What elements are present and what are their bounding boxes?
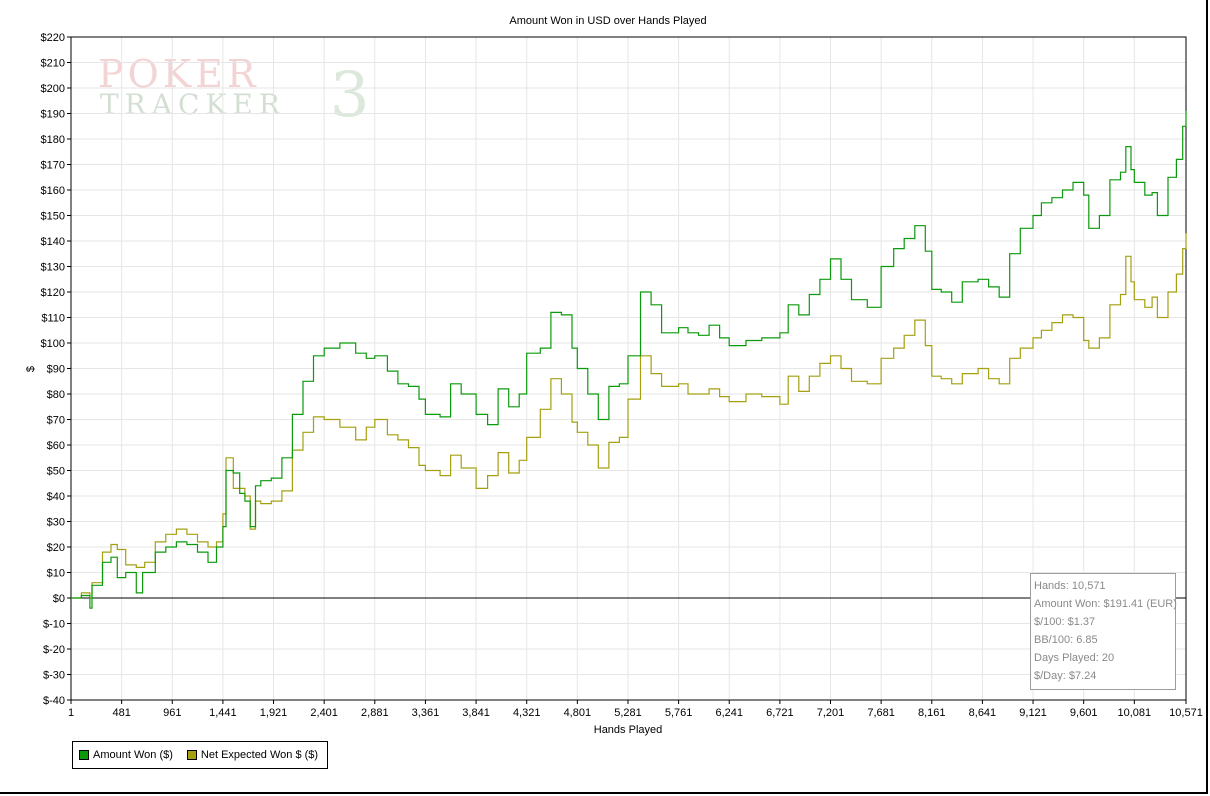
y-tick-label: $100 [41, 338, 65, 350]
x-tick-label: 4,321 [513, 707, 541, 719]
y-tick-label: $110 [41, 313, 65, 325]
x-tick-label: 8,161 [918, 707, 946, 719]
stat-days-played: Days Played: 20 [1034, 652, 1115, 664]
y-tick-label: $170 [41, 160, 65, 172]
y-tick-label: $130 [41, 262, 65, 274]
x-tick-label: 3,361 [412, 707, 440, 719]
x-tick-label: 6,721 [766, 707, 794, 719]
y-tick-label: $210 [41, 58, 65, 70]
y-tick-label: $140 [41, 236, 65, 248]
x-tick-label: 3,841 [462, 707, 490, 719]
series-line-net-expected-won [71, 233, 1187, 599]
y-tick-label: $200 [41, 83, 65, 95]
y-tick-label: $70 [47, 415, 65, 427]
stat-per-day: $/Day: $7.24 [1034, 670, 1097, 682]
stat-amount-won: Amount Won: $191.41 (EUR) [1034, 598, 1177, 610]
legend-swatch-amount-won [79, 750, 89, 760]
x-tick-label: 2,401 [310, 707, 338, 719]
x-tick-label: 6,241 [715, 707, 743, 719]
y-tick-label: $40 [47, 491, 65, 503]
legend-label-amount-won: Amount Won ($) [93, 749, 173, 761]
y-tick-label: $180 [41, 134, 65, 146]
series-line-amount-won [71, 111, 1187, 609]
x-tick-label: 2,881 [361, 707, 389, 719]
y-tick-label: $50 [47, 466, 65, 478]
y-tick-label: $120 [41, 287, 65, 299]
x-tick-label: 481 [112, 707, 130, 719]
stat-per-100: $/100: $1.37 [1034, 616, 1096, 628]
grid-lines [70, 36, 1187, 701]
y-tick-label: $-20 [43, 644, 65, 656]
y-tick-label: $60 [47, 440, 65, 452]
x-tick-label: 10,081 [1117, 707, 1151, 719]
stat-hands: Hands: 10,571 [1034, 580, 1106, 592]
legend-item-amount-won: Amount Won ($) [79, 749, 173, 761]
x-tick-labels: 1 481 961 1,441 1,921 2,401 2,881 3,361 3,841 4,3… [68, 707, 1203, 719]
y-tick-labels: $220 $210 $200 $190 $180 $170 $160 $150 $140 $130… [41, 32, 65, 707]
x-tick-label: 9,601 [1070, 707, 1098, 719]
legend-swatch-net-expected-won [186, 750, 197, 760]
y-tick-label: $10 [47, 568, 65, 580]
chart-title: Amount Won in USD over Hands Played [509, 15, 706, 27]
x-tick-label: 5,281 [614, 707, 642, 719]
x-axis-label: Hands Played [594, 724, 663, 736]
y-tick-label: $160 [41, 185, 65, 197]
y-tick-label: $150 [41, 211, 65, 223]
plot-border [70, 36, 1187, 701]
x-tick-label: 7,201 [817, 707, 845, 719]
x-tick-label: 4,801 [564, 707, 592, 719]
x-tick-label: 1,921 [260, 707, 288, 719]
x-tick-label: 8,641 [969, 707, 997, 719]
chart-legend: Amount Won ($) Net Expected Won $ ($) [72, 741, 328, 769]
series-lines [71, 111, 1187, 609]
y-tick-label: $0 [53, 593, 65, 605]
x-tick-label: 1 [68, 707, 74, 719]
x-tick-label: 9,121 [1019, 707, 1047, 719]
x-tick-label: 1,441 [209, 707, 237, 719]
y-tick-label: $-30 [43, 670, 65, 682]
y-tick-label: $20 [47, 542, 65, 554]
y-tick-label: $30 [47, 517, 65, 529]
y-tick-label: $190 [41, 109, 65, 121]
y-tick-label: $90 [47, 364, 65, 376]
axes [67, 36, 1187, 704]
x-tick-label: 7,681 [867, 707, 895, 719]
x-tick-label: 10,571 [1169, 707, 1203, 719]
y-tick-label: $80 [47, 389, 65, 401]
legend-item-net-expected-won: Net Expected Won $ ($) [186, 749, 319, 761]
y-tick-label: $220 [41, 32, 65, 44]
x-tick-label: 961 [163, 707, 181, 719]
stats-summary-box: Hands: 10,571 Amount Won: $191.41 (EUR) … [1030, 573, 1177, 690]
y-axis-label: $ [25, 366, 37, 372]
y-tick-label: $-40 [43, 695, 65, 707]
legend-label-net-expected-won: Net Expected Won $ ($) [200, 749, 319, 761]
y-tick-label: $-10 [43, 619, 65, 631]
stat-bb-100: BB/100: 6.85 [1034, 634, 1098, 646]
x-tick-label: 5,761 [665, 707, 693, 719]
